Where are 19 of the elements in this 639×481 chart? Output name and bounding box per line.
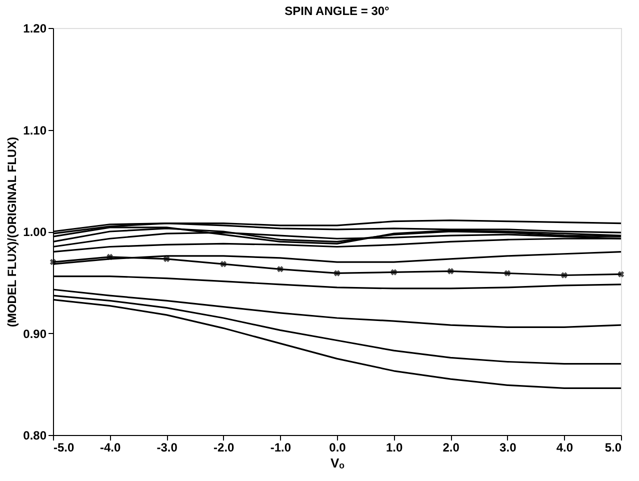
- x-tick-label: 4.0: [556, 440, 574, 454]
- x-tick-label: -2.0: [214, 440, 235, 454]
- y-tick-label: 0.90: [23, 326, 47, 341]
- chart-title: SPIN ANGLE = 30°: [284, 4, 390, 18]
- y-tick-label: 1.20: [23, 22, 47, 36]
- x-tick-label: -1.0: [270, 440, 292, 454]
- x-tick-label: -3.0: [156, 440, 178, 454]
- x-tick-label: 0.0: [329, 440, 346, 454]
- y-axis-title: (MODEL FLUX)/(ORIGINAL FLUX): [5, 136, 20, 328]
- x-tick-label: 3.0: [500, 440, 517, 454]
- x-tick-label: -4.0: [100, 440, 121, 454]
- x-axis-title: Vₒ: [330, 456, 346, 470]
- y-tick-label: 0.80: [23, 428, 47, 442]
- x-tick-label: 1.0: [386, 440, 403, 454]
- x-tick-label: 2.0: [442, 440, 460, 454]
- x-tick-label: 5.0: [604, 440, 622, 454]
- y-tick-label: 1.00: [23, 225, 47, 239]
- x-tick-label: -5.0: [54, 440, 75, 454]
- y-tick-label: 1.10: [23, 123, 47, 138]
